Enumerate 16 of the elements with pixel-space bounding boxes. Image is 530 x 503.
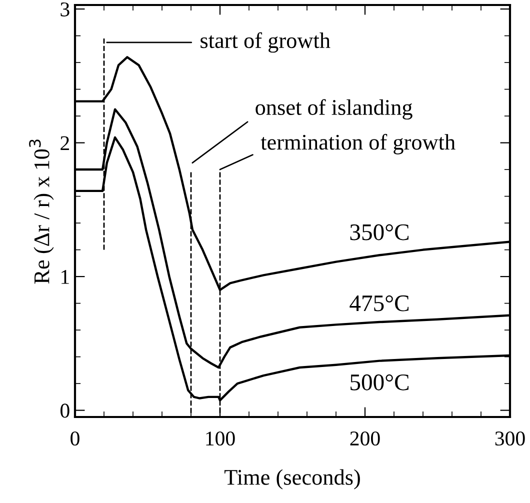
annotation: start of growth (200, 32, 330, 53)
annotation: termination of growth (260, 134, 456, 154)
series-label: 350°C (350, 224, 408, 240)
y-axis-title: Re (Δr / r) x 10$^{3}$ (29, 140, 54, 284)
series-label: 475°C (350, 295, 408, 312)
y-tick-label: 1 (62, 270, 69, 284)
x-axis-title: Time (seconds) (224, 469, 360, 490)
annotation: onset of islanding (256, 99, 412, 120)
y-tick-label: 3 (60, 2, 70, 16)
series-label: 500°C (350, 374, 408, 390)
y-tick-label: 2 (60, 136, 69, 150)
x-tick-label: 200 (350, 431, 380, 446)
x-tick-label: 300 (495, 431, 525, 446)
x-tick-label: 0 (70, 431, 80, 446)
y-tick-label: 0 (60, 404, 70, 418)
x-tick-label: 100 (206, 431, 235, 446)
